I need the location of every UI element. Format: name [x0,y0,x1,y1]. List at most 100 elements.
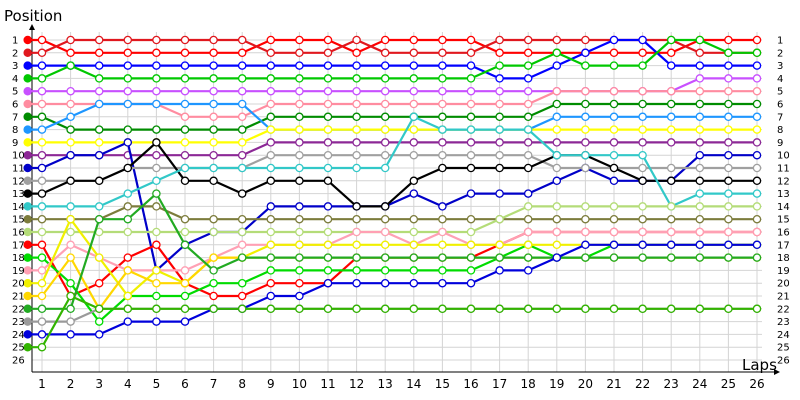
data-point [380,48,390,58]
data-point [180,176,190,186]
data-point [323,48,333,58]
data-point [752,48,762,58]
data-point [352,150,361,160]
data-point [209,138,218,147]
data-point [352,278,361,288]
data-point [209,214,218,224]
data-point [209,304,218,314]
data-point [495,266,504,275]
y-tick-label-right: 22 [777,304,790,315]
data-point [37,35,47,45]
series-line [27,205,757,221]
x-tick-label: 20 [578,377,593,391]
data-point [266,112,276,122]
data-point [152,35,161,45]
data-point [466,253,476,262]
data-point [724,35,733,45]
x-tick-label: 19 [549,377,564,391]
data-point [266,176,276,186]
data-point [695,240,705,250]
data-point [695,125,705,134]
x-tick-label: 11 [320,377,335,391]
data-point [523,35,533,45]
data-point [609,150,619,160]
data-point [152,189,161,198]
data-point [66,304,75,314]
data-point [466,48,476,58]
y-tick-label-left: 19 [12,266,25,277]
data-point [495,240,504,250]
data-point [438,112,447,122]
data-point [638,112,647,122]
y-tick-label-right: 13 [777,189,790,200]
data-point [37,227,47,237]
data-point [466,86,476,96]
data-point [409,150,419,160]
data-point [409,176,419,186]
y-tick-label-right: 25 [777,343,790,354]
data-point [638,48,647,58]
y-tick-label-left: 13 [12,189,25,200]
y-tick-label-left: 14 [12,202,25,213]
data-point [180,125,190,134]
data-point [724,61,733,70]
data-point [438,253,447,262]
data-point [266,150,276,160]
data-point [552,61,562,70]
data-point [523,125,533,134]
data-point [724,74,733,83]
y-tick-label-right: 6 [777,100,783,111]
data-point [266,125,276,134]
data-point [323,202,333,211]
data-point [209,99,218,109]
data-point [581,253,590,262]
data-point [752,74,762,83]
data-point [352,48,361,58]
data-point [581,86,590,96]
y-tick-label-right: 26 [777,356,790,367]
data-point [666,138,676,147]
data-point [23,291,32,301]
y-tick-label-right: 16 [777,228,790,239]
data-point [438,35,447,45]
data-point [466,125,476,134]
data-point [123,86,133,96]
data-point [295,291,304,301]
y-tick-label-right: 24 [777,330,790,341]
x-tick-label: 18 [521,377,536,391]
data-point [237,99,247,109]
y-tick-label-right: 19 [777,266,790,277]
data-point [295,112,304,122]
data-point [266,48,276,58]
data-point [123,189,133,198]
x-tick-label: 5 [153,377,161,391]
data-point [523,150,533,160]
data-point [266,253,276,262]
y-tick-label-right: 17 [777,240,790,251]
data-point [237,35,247,45]
x-tick-label: 26 [749,377,764,391]
data-point [180,74,190,83]
data-point [94,99,104,109]
data-point [295,125,304,134]
data-point [552,176,562,186]
data-point [609,125,619,134]
x-axis-title: Laps [742,356,777,374]
data-point [237,138,247,147]
data-point [352,61,361,70]
data-point [409,304,419,314]
data-point [23,266,32,275]
y-tick-label-right: 2 [777,48,783,59]
data-point [638,138,647,147]
data-point [323,35,333,45]
data-point [409,48,419,58]
x-tick-label: 3 [95,377,103,391]
data-point [581,150,590,160]
data-point [380,163,390,173]
data-point [37,138,47,147]
data-point [695,176,705,186]
data-point [94,138,104,147]
x-tick-label: 17 [492,377,507,391]
data-point [94,48,104,58]
